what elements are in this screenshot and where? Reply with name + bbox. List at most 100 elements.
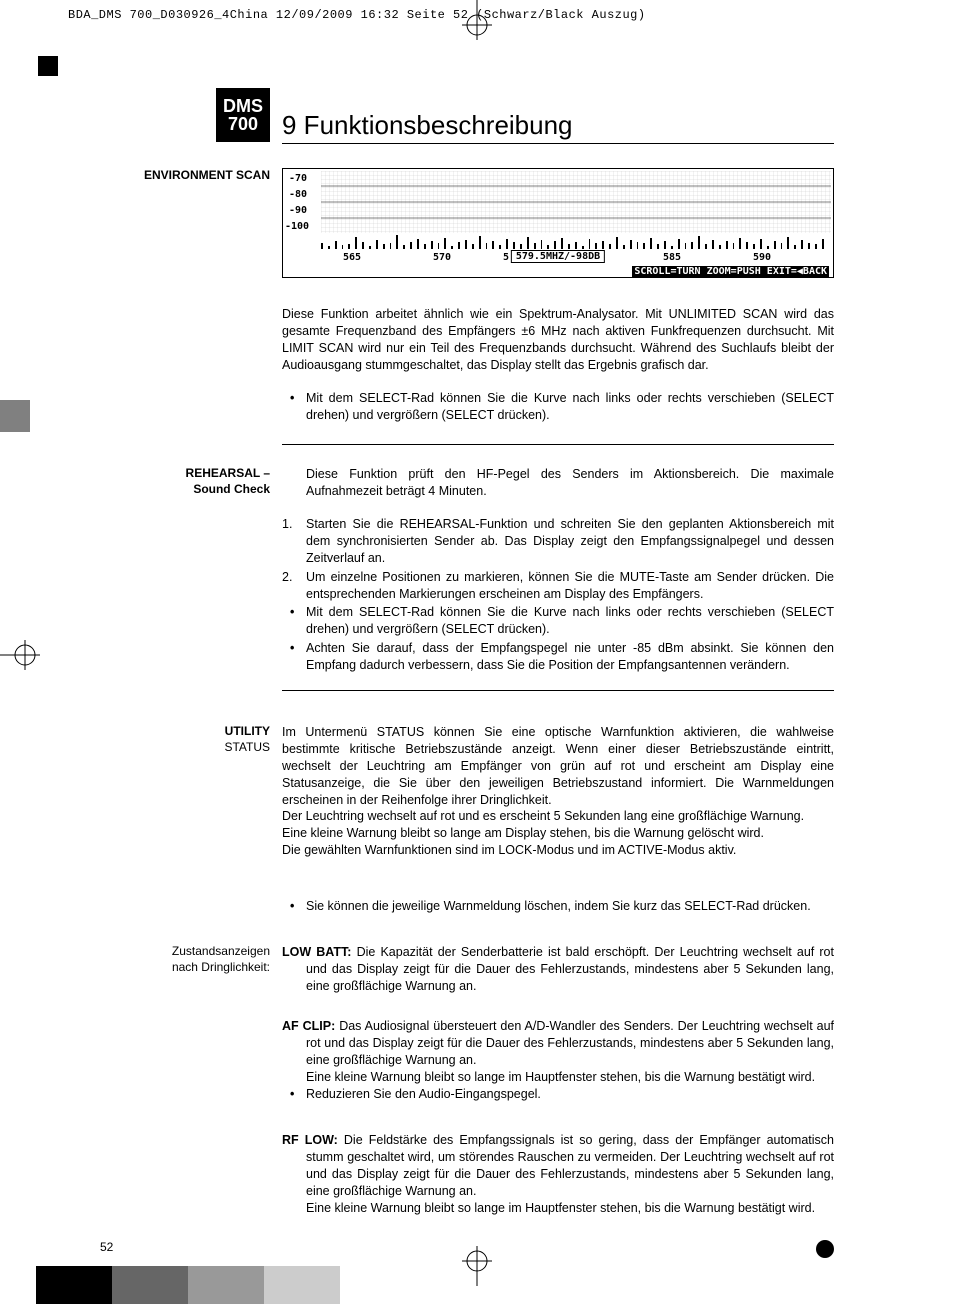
utility-p2: Der Leuchtring wechselt auf rot und es e… (282, 808, 834, 825)
x-label-0: 565 (343, 252, 361, 263)
rehearsal-bullets: Mit dem SELECT-Rad können Sie die Kurve … (282, 604, 834, 674)
spectrum-bar (520, 244, 522, 249)
utility-bullets: Sie können die jeweilige Warnmeldung lös… (282, 898, 834, 915)
spectrum-bar (787, 237, 789, 249)
zustand-label-line1: Zustandsanzeigen (172, 944, 270, 958)
rehearsal-step-1: 1.Starten Sie die REHEARSAL-Funktion und… (282, 516, 834, 567)
spectrum-bar (376, 240, 378, 249)
lowbatt-label: LOW BATT: (282, 945, 351, 959)
spectrum-bar (568, 244, 570, 249)
zustand-label: Zustandsanzeigen nach Dringlichkeit: (128, 944, 270, 975)
spectrum-bar (746, 242, 748, 249)
gray-marker-box (0, 400, 30, 432)
spectrum-bar (472, 244, 474, 249)
color-square (74, 1266, 112, 1304)
rehearsal-label: REHEARSAL – Sound Check (128, 466, 270, 497)
zustand-label-line2: nach Dringlichkeit: (172, 960, 270, 974)
print-header: BDA_DMS 700_D030926_4China 12/09/2009 16… (68, 8, 646, 22)
color-square (226, 1266, 264, 1304)
env-scan-bullet-0: Mit dem SELECT-Rad können Sie die Kurve … (282, 390, 834, 424)
spectrum-bar (657, 244, 659, 249)
spectrum-bar (499, 245, 501, 249)
utility-bullet-0: Sie können die jeweilige Warnmeldung lös… (282, 898, 834, 915)
spectrum-bar (774, 241, 776, 249)
registration-mark-bottom (462, 1246, 492, 1286)
color-square (264, 1266, 302, 1304)
environment-scan-label: ENVIRONMENT SCAN (90, 168, 270, 184)
black-marker-box (38, 56, 58, 76)
spectrum-bar (492, 241, 494, 249)
spectrum-bar (328, 246, 330, 249)
spectrum-bar (739, 238, 741, 249)
registration-mark-top (462, 0, 492, 40)
spectrum-bar (547, 245, 549, 249)
divider-1 (282, 444, 834, 445)
logo-line1: DMS (223, 97, 263, 115)
spectrum-bar (671, 246, 673, 249)
spectrum-bar (458, 242, 460, 249)
spectrum-bar (362, 242, 364, 249)
afclip-bullet-0: Reduzieren Sie den Audio-Eingangspegel. (282, 1086, 834, 1103)
spectrum-bar (637, 242, 639, 249)
spectrum-bar (582, 246, 584, 249)
spectrum-bars (321, 231, 829, 249)
spectrum-bar (348, 244, 350, 249)
rehearsal-intro: Diese Funktion prüft den HF-Pegel des Se… (282, 466, 834, 500)
spectrum-grid (321, 171, 831, 233)
spectrum-bar (767, 246, 769, 249)
color-square (302, 1266, 340, 1304)
rehearsal-steps: 1.Starten Sie die REHEARSAL-Funktion und… (282, 516, 834, 602)
spectrum-bar (534, 243, 536, 249)
spectrum-bar (705, 244, 707, 249)
spectrum-bar (561, 238, 563, 249)
spectrum-bar (321, 243, 323, 249)
rehearsal-bullet-1: Achten Sie darauf, dass der Empfangspege… (282, 640, 834, 674)
color-square (188, 1266, 226, 1304)
page-number: 52 (100, 1240, 113, 1254)
spectrum-bar (719, 245, 721, 249)
rehearsal-step-2: 2.Um einzelne Positionen zu markieren, k… (282, 569, 834, 603)
spectrum-bar (733, 243, 735, 249)
spectrum-bar (623, 245, 625, 249)
spectrum-bar (541, 240, 543, 249)
spectrum-bar (396, 235, 398, 249)
divider-2 (282, 690, 834, 691)
lowbatt-block: LOW BATT: Die Kapazität der Senderbatter… (282, 944, 834, 995)
spectrum-bar (801, 240, 803, 249)
utility-body: Im Untermenü STATUS können Sie eine opti… (282, 724, 834, 859)
afclip-bullets: Reduzieren Sie den Audio-Eingangspegel. (282, 1086, 834, 1103)
rehearsal-label-line2: Sound Check (193, 482, 270, 496)
x-label-2: 5 (503, 252, 509, 263)
x-label-1: 570 (433, 252, 451, 263)
spectrum-bar (678, 239, 680, 249)
spectrum-bar (383, 244, 385, 249)
afclip-block: AF CLIP: Das Audiosignal übersteuert den… (282, 1018, 834, 1104)
spectrum-bar (369, 246, 371, 249)
utility-label-line2: STATUS (224, 740, 270, 754)
spectrum-bar (753, 244, 755, 249)
spectrum-bar (575, 242, 577, 249)
y-label-2: -90 (289, 205, 307, 216)
dms-logo: DMS 700 (216, 88, 270, 142)
footer-logo-icon (816, 1240, 834, 1258)
spectrum-bar (390, 243, 392, 249)
spectrum-bar (444, 238, 446, 249)
spectrum-bar (650, 238, 652, 249)
spectrum-bar (609, 244, 611, 249)
x-label-4: 590 (753, 252, 771, 263)
afclip-extra: Eine kleine Warnung bleibt so lange im H… (282, 1069, 834, 1086)
rflow-block: RF LOW: Die Feldstärke des Empfangssigna… (282, 1132, 834, 1216)
color-square (112, 1266, 150, 1304)
spectrum-bar (630, 240, 632, 249)
spectrum-bar (403, 245, 405, 249)
utility-label-line1: UTILITY (225, 724, 270, 738)
color-square (36, 1266, 74, 1304)
spectrum-bar (691, 242, 693, 249)
env-scan-bullets: Mit dem SELECT-Rad können Sie die Kurve … (282, 390, 834, 424)
rehearsal-bullet-0: Mit dem SELECT-Rad können Sie die Kurve … (282, 604, 834, 638)
spectrum-bar (486, 243, 488, 249)
spectrum-bar (335, 241, 337, 249)
utility-p3: Eine kleine Warnung bleibt so lange am D… (282, 825, 834, 842)
spectrum-bar (479, 236, 481, 249)
rflow-label: RF LOW: (282, 1133, 338, 1147)
